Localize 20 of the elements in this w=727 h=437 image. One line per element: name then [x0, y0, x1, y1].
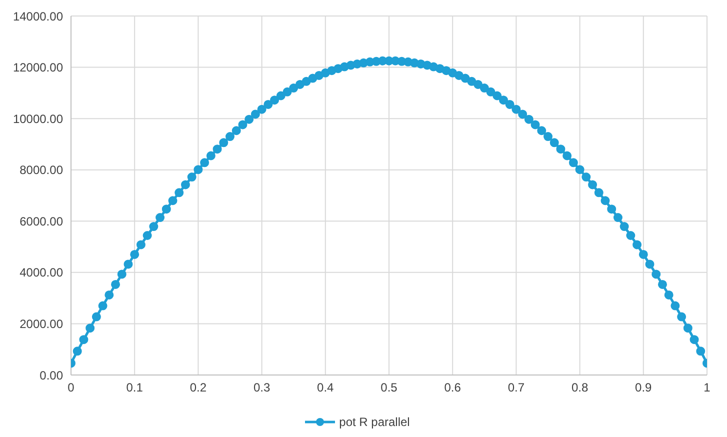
- y-tick-label: 12000.00: [12, 60, 64, 75]
- x-tick-label: 0.5: [380, 380, 398, 395]
- x-tick-label: 0.8: [571, 380, 588, 395]
- x-tick-label: 0.9: [635, 380, 652, 395]
- x-tick-label: 0.3: [253, 380, 270, 395]
- x-tick-label: 0.2: [190, 380, 207, 395]
- x-tick-label: 0.6: [444, 380, 462, 395]
- y-tick-label: 2000.00: [20, 316, 64, 331]
- x-tick-label: 0.7: [508, 380, 525, 395]
- legend-label: pot R parallel: [339, 415, 410, 429]
- y-tick-label: 4000.00: [20, 266, 64, 280]
- y-tick-label: 10000.00: [12, 112, 64, 126]
- y-tick-label: 0.00: [40, 368, 64, 382]
- y-tick-label: 8000.00: [20, 163, 64, 178]
- y-tick-label: 6000.00: [20, 214, 64, 228]
- x-tick-label: 1: [704, 380, 711, 395]
- y-tick-label: 14000.00: [12, 9, 64, 24]
- x-tick-label: 0: [68, 380, 75, 395]
- x-tick-label: 0.4: [317, 380, 334, 395]
- x-tick-label: 0.1: [126, 380, 144, 395]
